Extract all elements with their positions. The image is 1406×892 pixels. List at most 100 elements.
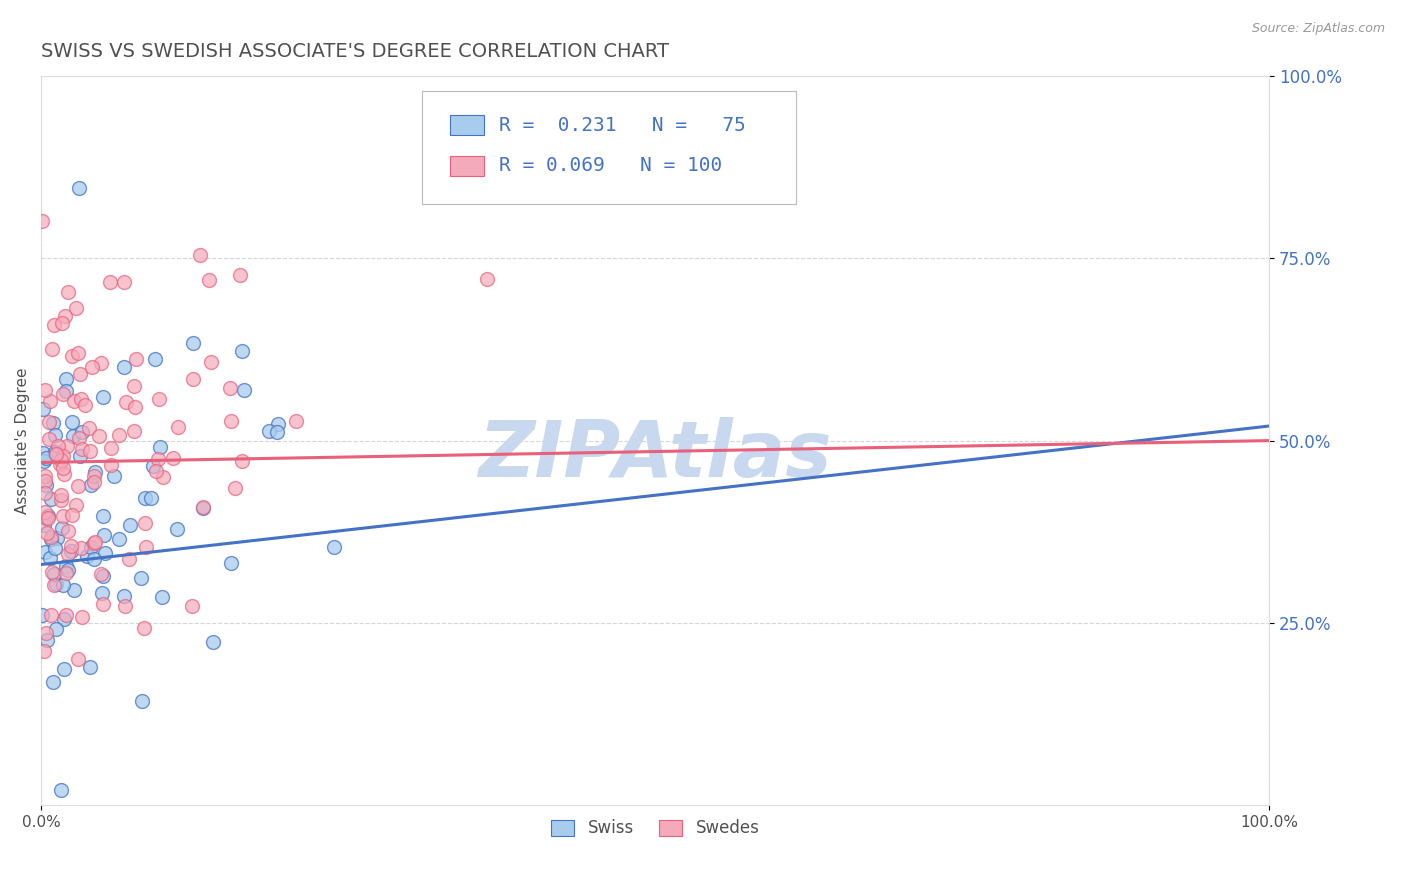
Point (103, 469, 125, 483)
Point (44, 541, 66, 555)
Point (39, 394, 62, 409)
Point (118, 518, 141, 533)
Point (83, 469, 105, 483)
Point (51, 487, 73, 501)
Point (79, 660, 101, 674)
Point (37, 511, 59, 525)
Point (55, 372, 77, 386)
Point (181, 372, 204, 386)
Point (53, 309, 76, 323)
Point (266, 425, 288, 439)
Point (48, 457, 70, 471)
Point (122, 379, 145, 393)
Point (134, 621, 156, 635)
Point (32, 401, 55, 416)
Point (37, 633, 59, 648)
Point (39, 532, 62, 546)
Point (41, 565, 63, 579)
Point (231, 343, 253, 358)
Point (162, 451, 184, 466)
Point (80, 541, 103, 555)
Point (114, 599, 136, 613)
Point (257, 424, 280, 438)
Point (66, 346, 89, 360)
Point (285, 414, 308, 428)
Point (38, 551, 60, 566)
Point (60, 349, 83, 363)
Point (139, 491, 162, 506)
Point (38, 415, 60, 429)
Point (55, 384, 77, 399)
Point (83, 552, 105, 566)
Point (181, 336, 204, 351)
Point (34, 383, 56, 397)
Point (115, 394, 138, 409)
Point (267, 417, 290, 431)
Point (131, 694, 153, 708)
Point (65, 498, 87, 512)
Point (41, 343, 63, 357)
Point (94, 546, 117, 560)
Point (34, 545, 56, 559)
Point (69, 449, 91, 463)
Point (52, 578, 75, 592)
Point (219, 556, 242, 570)
Point (90, 567, 112, 582)
Point (322, 541, 344, 555)
Point (39, 608, 62, 623)
Point (52, 508, 75, 523)
Point (69, 541, 91, 556)
Point (75, 398, 97, 412)
Point (31, 446, 53, 460)
FancyBboxPatch shape (422, 91, 796, 203)
Point (45, 447, 67, 461)
Point (87, 429, 110, 443)
Point (218, 382, 240, 396)
Point (45, 623, 67, 637)
Point (59, 544, 82, 558)
Point (91, 390, 114, 404)
Point (67, 652, 90, 666)
Point (56, 547, 79, 561)
Point (32, 644, 55, 658)
Point (148, 392, 170, 407)
Point (83, 534, 105, 549)
Point (124, 400, 146, 414)
Point (91, 509, 114, 524)
Point (83, 466, 105, 480)
Point (233, 383, 256, 397)
Point (108, 533, 131, 547)
FancyBboxPatch shape (450, 115, 485, 136)
Point (34, 510, 56, 524)
Point (34, 474, 56, 488)
Point (129, 571, 152, 585)
Point (152, 470, 174, 484)
Point (100, 441, 122, 455)
Text: R = 0.069   N = 100: R = 0.069 N = 100 (499, 156, 723, 176)
Point (31, 214, 53, 228)
Point (231, 454, 253, 468)
Point (70, 610, 93, 624)
Text: ZIPAtlas: ZIPAtlas (478, 417, 832, 493)
Point (143, 351, 166, 366)
Point (200, 355, 222, 369)
Point (53, 612, 76, 626)
Point (46, 438, 69, 452)
Point (51, 783, 73, 797)
Y-axis label: Associate's Degree: Associate's Degree (15, 368, 30, 514)
Point (76, 549, 98, 564)
Point (145, 464, 167, 478)
Point (44, 427, 66, 442)
Text: R =  0.231   N =   75: R = 0.231 N = 75 (499, 116, 747, 135)
Point (93, 528, 115, 542)
Point (100, 458, 122, 472)
Point (51, 521, 73, 535)
Point (80, 359, 103, 374)
Point (67, 478, 90, 492)
Point (56, 524, 79, 538)
Point (77, 421, 100, 435)
Point (34, 505, 56, 519)
Point (35, 451, 58, 466)
Point (41, 416, 63, 430)
Point (42, 318, 65, 332)
